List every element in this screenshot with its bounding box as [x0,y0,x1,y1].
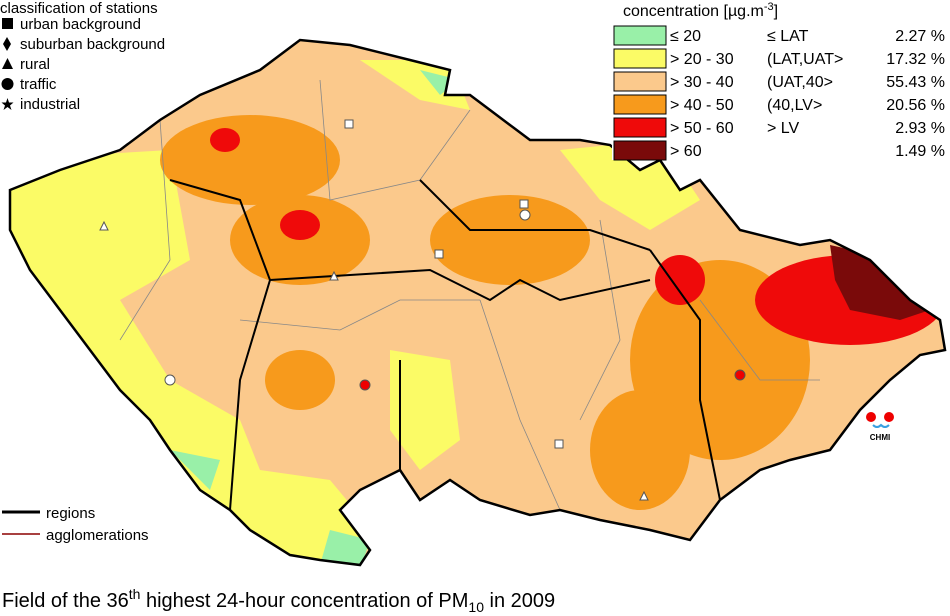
station-legend-label: suburban background [20,36,165,53]
symbol-circle [1,78,14,90]
station-legend-label: traffic [20,76,57,93]
legend-class: > LV [767,120,800,137]
station-legend-title: classification of stations [0,0,158,17]
legend-share: 2.93 % [895,120,945,137]
caption-text: Field of the 36 [2,590,129,612]
concentration-legend: ≤ 20 ≤ LAT 2.27 % > 20 - 30 (LAT,UAT> 17.32 %… [613,25,945,161]
legend-background [612,0,950,160]
legend-range: > 50 - 60 [670,120,734,137]
legend-class: (40,LV> [767,97,822,114]
legend-share: 20.56 % [886,97,945,114]
legend-class: ≤ LAT [767,28,809,45]
caption-text: in 2009 [484,590,555,612]
legend-swatch [613,71,667,92]
station-legend: urban background suburban background rural… [1,16,165,113]
region-borders [169,179,721,511]
caption-text: highest 24-hour concentration of PM [140,590,468,612]
symbol-triangle [2,58,13,69]
title-text: concentration [µg.m [623,3,764,20]
legend-range: > 40 - 50 [670,97,734,114]
legend-share: 2.27 % [895,28,945,45]
legend-range: ≤ 20 [670,28,701,45]
legend-share: 55.43 % [886,74,945,91]
caption-sup: th [129,586,141,602]
agglomerations-label: agglomerations [46,527,149,544]
station-legend-label: industrial [20,96,80,113]
legend-range: > 30 - 40 [670,74,734,91]
legend-swatch [613,140,667,161]
regions-label: regions [46,505,95,522]
concentration-legend-title: concentration [µg.m-3] [623,1,778,20]
chmi-logo: CHMI [866,412,894,442]
legend-class: (UAT,40> [767,74,833,91]
caption: Field of the 36th highest 24-hour concen… [2,586,555,615]
legend-swatch [613,48,667,69]
title-sup: -3 [764,1,774,13]
station-legend-label: urban background [20,16,141,33]
station-legend-label: rural [20,56,50,73]
logo-text: CHMI [870,433,890,442]
caption-sub: 10 [468,599,484,615]
symbol-square [2,18,13,29]
legend-share: 17.32 % [886,51,945,68]
district-lines [119,79,820,511]
legend-swatch [613,94,667,115]
title-end: ] [774,3,778,20]
legend-range: > 20 - 30 [670,51,734,68]
legend-range: > 60 [670,143,702,160]
legend-swatch [613,25,667,46]
symbol-diamond [3,37,11,51]
symbol-star [1,98,14,110]
station-symbols [99,119,746,501]
legend-class: (LAT,UAT> [767,51,843,68]
legend-share: 1.49 % [895,143,945,160]
legend-swatch [613,117,667,138]
